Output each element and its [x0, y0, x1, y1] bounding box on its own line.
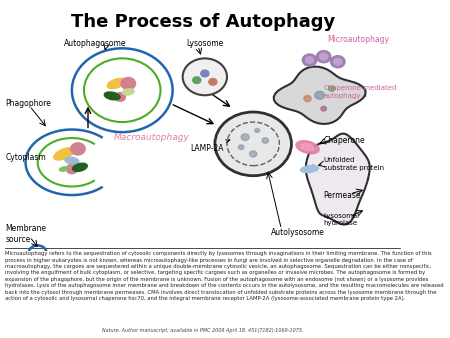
Circle shape: [193, 77, 201, 83]
Text: Autophagosome: Autophagosome: [64, 39, 126, 48]
Circle shape: [316, 51, 331, 63]
Text: Chaperone: Chaperone: [324, 136, 365, 145]
Ellipse shape: [296, 141, 319, 154]
Text: The Process of Autophagy: The Process of Autophagy: [71, 13, 335, 31]
Text: Chaperone-mediated
autophagy: Chaperone-mediated autophagy: [324, 85, 397, 99]
Ellipse shape: [65, 157, 79, 164]
Circle shape: [71, 143, 85, 155]
Ellipse shape: [301, 165, 319, 173]
Text: Nature. Author manuscript; available in PMC 2009 April 18. 451(7182):1069-1075.: Nature. Author manuscript; available in …: [102, 328, 304, 333]
Text: LAMP-2A: LAMP-2A: [191, 140, 230, 152]
Ellipse shape: [54, 148, 74, 160]
Circle shape: [215, 112, 292, 176]
Circle shape: [328, 86, 335, 91]
Circle shape: [201, 70, 209, 77]
Text: Macroautophagy: Macroautophagy: [114, 132, 190, 142]
Text: Unfolded
substrate protein: Unfolded substrate protein: [324, 157, 384, 171]
Circle shape: [241, 134, 249, 141]
Circle shape: [304, 96, 311, 102]
Circle shape: [321, 106, 327, 111]
Ellipse shape: [72, 163, 87, 171]
Circle shape: [250, 151, 257, 157]
Ellipse shape: [104, 92, 120, 100]
Circle shape: [115, 93, 126, 101]
Circle shape: [331, 56, 345, 68]
Circle shape: [66, 164, 77, 174]
Circle shape: [306, 57, 314, 64]
Circle shape: [334, 58, 342, 65]
Text: Microautophagy: Microautophagy: [328, 35, 390, 44]
Circle shape: [209, 78, 217, 85]
Circle shape: [255, 128, 260, 132]
Text: Microautophagy refers to the sequestration of cytosolic components directly by l: Microautophagy refers to the sequestrati…: [5, 251, 444, 301]
Circle shape: [121, 77, 135, 90]
Text: Phagophore: Phagophore: [5, 99, 51, 108]
Text: Permease: Permease: [324, 191, 361, 200]
Polygon shape: [306, 134, 370, 224]
Polygon shape: [274, 67, 366, 124]
Circle shape: [315, 91, 324, 99]
Circle shape: [262, 138, 269, 143]
Ellipse shape: [301, 144, 314, 151]
Ellipse shape: [122, 89, 134, 95]
Circle shape: [183, 58, 227, 95]
Text: Membrane
source: Membrane source: [5, 224, 46, 244]
Circle shape: [302, 54, 317, 66]
Circle shape: [238, 145, 244, 149]
Text: Lysosome: Lysosome: [187, 39, 224, 48]
Text: Cytoplasm: Cytoplasm: [5, 153, 46, 162]
Circle shape: [320, 53, 328, 60]
Ellipse shape: [107, 78, 125, 89]
Text: Autolysosome: Autolysosome: [270, 227, 324, 237]
Ellipse shape: [59, 167, 68, 171]
Text: Lysosomal
hydrolase: Lysosomal hydrolase: [324, 213, 360, 226]
